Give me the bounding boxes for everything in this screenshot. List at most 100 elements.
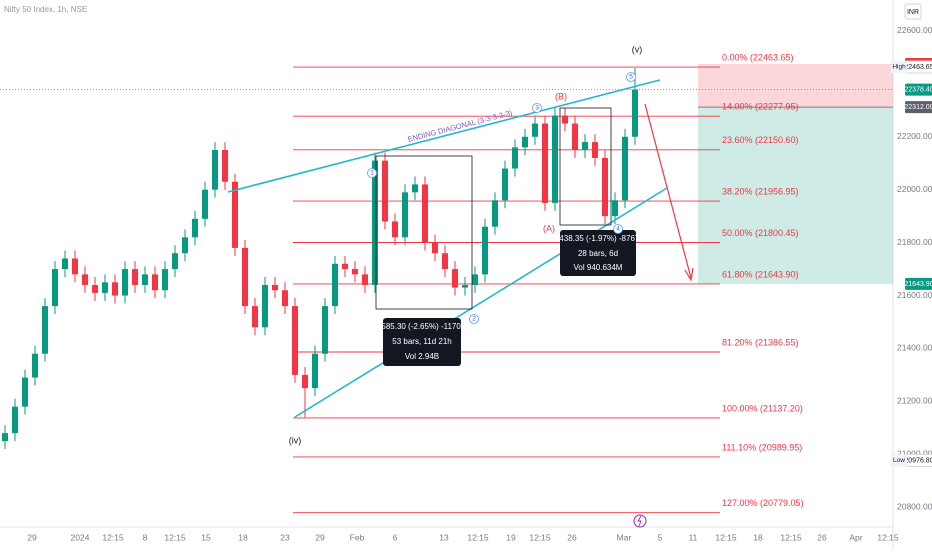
measure-volume: Vol 2.94B — [405, 352, 439, 361]
candle — [42, 298, 48, 362]
price-tag-label: 21643.90 — [904, 281, 932, 288]
candle-body — [262, 284, 268, 328]
x-tick-label: 11 — [689, 532, 698, 542]
candle-body — [2, 433, 8, 442]
candle-body — [522, 136, 528, 148]
measure-change: -438.35 (-1.97%) -8767 — [557, 234, 640, 243]
candle — [342, 255, 348, 278]
wave-circles — [367, 72, 636, 324]
candle — [452, 261, 458, 296]
candle — [312, 345, 318, 397]
candle-body — [282, 290, 288, 307]
candle-body — [152, 274, 158, 291]
candle-body — [442, 253, 448, 270]
candle — [472, 266, 478, 293]
candle — [162, 261, 168, 299]
upper-trendline — [227, 79, 661, 193]
wave-circle — [367, 168, 377, 178]
candle — [22, 369, 28, 415]
candle-body — [312, 353, 318, 389]
wave-circle — [469, 314, 479, 324]
candle — [532, 115, 538, 145]
x-tick-label: Feb — [350, 532, 365, 542]
x-tick-label: 18 — [238, 532, 248, 542]
lower-trendline — [294, 187, 668, 418]
candle — [572, 115, 578, 158]
price-tag-label: 22312.00 — [904, 104, 932, 111]
x-tick-label: 6 — [393, 532, 398, 542]
candle-body — [392, 221, 398, 238]
x-tick-label: 12:15 — [102, 532, 124, 542]
fib-label: 127.00% (20779.05) — [722, 498, 804, 508]
candle-body — [422, 184, 428, 243]
y-tick-label: 21600.00 — [897, 290, 932, 300]
candle — [152, 266, 158, 299]
candle — [52, 261, 58, 315]
price-tag-label: 20976.80 — [904, 457, 932, 464]
y-tick-label: 21400.00 — [897, 343, 932, 353]
candle-body — [622, 136, 628, 201]
candle-body — [192, 218, 198, 238]
candle — [172, 245, 178, 278]
wave-label: (iv) — [289, 435, 302, 445]
fib-label: 100.00% (21137.20) — [722, 403, 803, 413]
candle — [62, 250, 68, 278]
price-tag — [905, 101, 932, 114]
candle-body — [182, 237, 188, 254]
price-tag — [905, 83, 932, 96]
fib-label: 61.80% (21643.90) — [722, 269, 799, 279]
candle — [582, 134, 588, 158]
candle — [252, 298, 258, 336]
candle — [72, 250, 78, 283]
x-tick-label: 5 — [658, 532, 663, 542]
candle-body — [492, 200, 498, 227]
wave-label: (A) — [543, 223, 555, 233]
candle — [392, 213, 398, 246]
candle-body — [382, 160, 388, 222]
candle-body — [542, 123, 548, 203]
candle — [482, 218, 488, 283]
candle — [402, 184, 408, 246]
candle — [232, 173, 238, 256]
candle-body — [432, 242, 438, 254]
candle-body — [62, 258, 68, 270]
candle — [362, 266, 368, 293]
y-tick-label: 22200.00 — [897, 131, 932, 141]
candle-body — [272, 284, 278, 291]
candle-body — [532, 123, 538, 137]
candle — [332, 255, 338, 315]
y-tick-label: 21000.00 — [897, 449, 932, 459]
wave-number: 3 — [535, 105, 539, 112]
candle — [242, 239, 248, 315]
x-tick-label: 12:15 — [164, 532, 186, 542]
candle-body — [402, 192, 408, 238]
candle-body — [202, 189, 208, 219]
fib-label: 0.00% (22463.65) — [722, 52, 794, 62]
currency-button[interactable] — [904, 3, 922, 20]
candle-body — [552, 115, 558, 203]
candle-body — [102, 282, 108, 293]
x-tick-label: 29 — [315, 532, 325, 542]
currency[interactable]: INR — [907, 9, 919, 16]
candle-body — [302, 374, 308, 389]
projection-arrow — [644, 103, 692, 279]
candle-body — [562, 115, 568, 124]
candle-body — [212, 150, 218, 190]
price-tag-caption: High — [892, 64, 906, 71]
x-tick-label: 12:15 — [467, 532, 489, 542]
candle — [302, 366, 308, 418]
wave-label: (v) — [632, 44, 643, 54]
candle-body — [42, 306, 48, 354]
wave-circle — [626, 72, 636, 82]
measure-change: -585.30 (-2.65%) -11706 — [379, 322, 466, 331]
candle — [272, 277, 278, 299]
candle-body — [342, 263, 348, 270]
candle-body — [132, 269, 138, 285]
candle — [202, 181, 208, 227]
candle — [422, 176, 428, 251]
x-tick-label: 26 — [817, 532, 827, 542]
candle — [122, 261, 128, 304]
measure-volume: Vol 940.634M — [574, 263, 623, 272]
candle-body — [232, 181, 238, 248]
price-tag — [905, 277, 932, 290]
